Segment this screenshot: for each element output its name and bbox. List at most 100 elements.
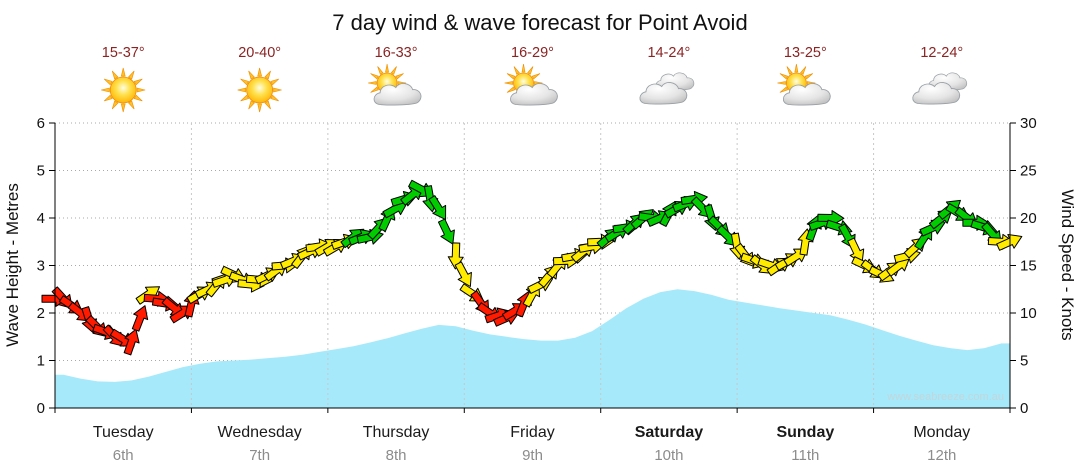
wind-arrow <box>131 305 149 332</box>
sun-ray <box>777 81 786 85</box>
wind-arrow <box>454 261 472 287</box>
wind-arrows <box>41 179 1023 356</box>
left-tick-label: 3 <box>37 258 45 275</box>
sun-ray <box>240 94 250 102</box>
sun-ray <box>257 103 262 113</box>
left-tick-label: 0 <box>37 400 45 417</box>
sun-ray <box>257 67 262 77</box>
weather-icon-cloudy <box>639 72 695 105</box>
gridlines <box>55 122 1010 361</box>
sun-ray <box>779 73 789 80</box>
right-tick-label: 20 <box>1020 210 1037 227</box>
sun-ray <box>779 86 789 93</box>
weather-icon-sunny <box>101 67 146 113</box>
day-temp: 14-24° <box>647 45 690 61</box>
sun-ray <box>101 87 110 93</box>
weather-icon-cloudy <box>912 72 968 105</box>
left-tick-label: 2 <box>37 305 45 322</box>
x-axis-labels: Tuesday 6th Wednesday 7th Thursday 8th Friday 9… <box>93 424 970 464</box>
sun-ray <box>133 78 143 86</box>
sun-ray <box>248 70 255 80</box>
wind-arrow <box>428 195 447 221</box>
sun-ray <box>240 78 250 86</box>
cloud-shape <box>639 82 688 105</box>
right-tick-label: 15 <box>1020 258 1037 275</box>
sun-ray <box>111 70 119 80</box>
day-label: Tuesday <box>93 424 154 441</box>
sun-ray <box>794 63 799 73</box>
left-tick-label: 4 <box>37 210 45 227</box>
wind-arrow <box>996 234 1023 251</box>
sun-ray <box>111 100 119 110</box>
date-label: 6th <box>113 447 134 464</box>
sun-ray <box>395 73 404 80</box>
weather-icon-partly-cloudy <box>504 63 558 106</box>
watermark: www.seabreeze.com.au <box>886 391 1004 403</box>
day-temp: 13-25° <box>784 45 827 61</box>
sun-ray <box>368 81 377 85</box>
day-temp: 15-37° <box>102 45 145 61</box>
day-label: Wednesday <box>218 424 302 441</box>
date-label: 9th <box>522 447 543 464</box>
day-label: Friday <box>510 424 554 441</box>
day-temp: 12-24° <box>920 45 963 61</box>
right-tick-label: 30 <box>1020 115 1037 132</box>
day-label: Saturday <box>635 424 704 441</box>
sun-ray <box>270 94 279 102</box>
right-tick-label: 10 <box>1020 305 1037 322</box>
sun-ray <box>264 70 271 80</box>
sun-ray <box>128 70 135 80</box>
left-tick-label: 5 <box>37 163 45 180</box>
sun-ray <box>390 66 397 75</box>
date-label: 12th <box>927 447 956 464</box>
day-label: Thursday <box>363 424 430 441</box>
right-axis-title: Wind Speed - Knots <box>1058 189 1077 340</box>
sun-ray <box>385 63 389 73</box>
sun-ray <box>377 66 384 75</box>
date-label: 10th <box>654 447 683 464</box>
left-tick-label: 1 <box>37 353 45 370</box>
right-tick-label: 5 <box>1020 353 1028 370</box>
sun-ray <box>120 67 126 77</box>
weather-icon-sunny <box>237 67 282 113</box>
sun-ray <box>128 100 135 110</box>
date-label: 11th <box>791 447 819 464</box>
day-temp: 16-33° <box>375 45 418 61</box>
wind-arrow <box>817 210 845 227</box>
wind-arrow <box>123 328 140 356</box>
wind-arrow <box>437 218 455 245</box>
cloud-shape <box>782 83 831 106</box>
sun-disc <box>246 76 274 104</box>
sun-ray <box>504 81 513 85</box>
sun-ray <box>103 78 113 86</box>
day-label: Sunday <box>776 424 834 441</box>
right-tick-label: 25 <box>1020 163 1037 180</box>
wave-area <box>55 289 1010 408</box>
sun-ray <box>513 66 520 75</box>
sun-ray <box>264 100 271 110</box>
sun-ray <box>786 66 793 75</box>
sun-ray <box>273 87 282 93</box>
sun-disc <box>109 76 137 104</box>
weather-icon-partly-cloudy <box>368 63 422 106</box>
date-label: 8th <box>386 447 407 464</box>
days-header: 15-37° 20-40° 16-33° 16-29° 14-24° 13-25° 12-2… <box>101 45 968 113</box>
sun-ray <box>136 87 146 93</box>
day-temp: 16-29° <box>511 45 554 61</box>
sun-ray <box>370 86 379 93</box>
wave-height-area <box>55 289 1010 408</box>
sun-ray <box>370 73 379 80</box>
sun-ray <box>527 66 534 75</box>
sun-ray <box>800 66 807 75</box>
sun-ray <box>237 87 247 93</box>
weather-icon-partly-cloudy <box>777 63 831 106</box>
sun-ray <box>103 94 113 102</box>
day-temp: 20-40° <box>238 45 281 61</box>
cloud-shape <box>510 83 558 106</box>
sun-ray <box>804 73 813 80</box>
axes: 0 1 2 3 4 5 6 0 5 10 15 20 25 30 <box>37 115 1037 417</box>
sun-ray <box>506 73 516 80</box>
sun-ray <box>521 63 526 73</box>
